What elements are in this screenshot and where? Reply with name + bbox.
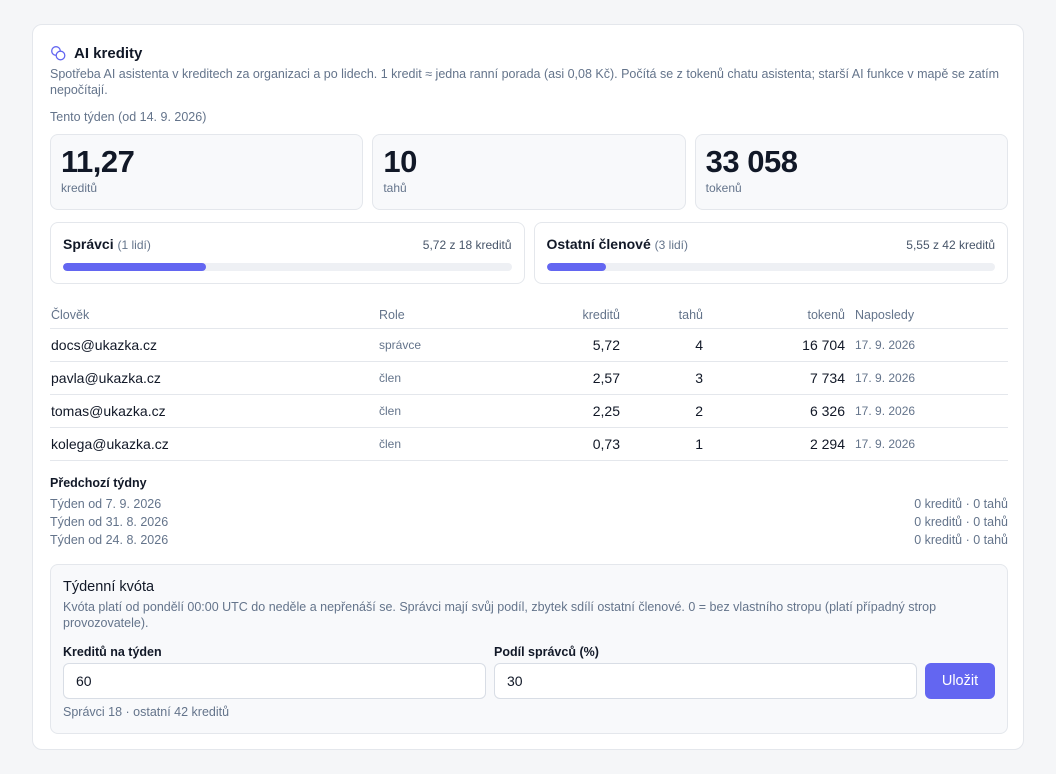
admin-share-input[interactable] [494,663,917,699]
cell-turns: 4 [621,328,704,362]
column-header-role: Role [378,302,478,329]
cell-person: pavla@ukazka.cz [50,361,378,395]
stat-value: 11,27 [61,144,135,179]
group-members: Ostatní členové (3 lidí) 5,55 z 42 kredi… [533,222,1008,284]
stat-turns: 10 tahů [372,134,686,210]
cell-last: 17. 9. 2026 [846,427,1008,461]
cell-last: 17. 9. 2026 [846,394,1008,428]
table-row: pavla@ukazka.cz člen 2,57 3 7 734 17. 9.… [50,361,1008,395]
table-header-row: Člověk Role kreditů tahů tokenů Naposled… [50,302,1008,329]
week-summary: 0 kreditů · 0 tahů [914,533,1008,547]
group-usage: 5,55 z 42 kreditů [906,238,995,252]
group-count: (1 lidí) [117,238,151,252]
cell-turns: 2 [621,394,704,428]
cell-credits: 5,72 [478,328,621,362]
cell-role: správce [378,328,478,362]
previous-weeks-list: Týden od 7. 9. 2026 0 kreditů · 0 tahů T… [50,495,1008,549]
cell-turns: 1 [621,427,704,461]
group-count: (3 lidí) [654,238,688,252]
page-title: AI kredity [74,44,143,62]
save-button[interactable]: Uložit [925,663,995,699]
list-item: Týden od 7. 9. 2026 0 kreditů · 0 tahů [50,495,1008,513]
column-header-turns: tahů [621,302,704,329]
coins-icon [50,45,66,61]
cell-person: kolega@ukazka.cz [50,427,378,461]
credits-per-week-input[interactable] [63,663,486,699]
current-week-label: Tento týden (od 14. 9. 2026) [50,110,207,124]
cell-last: 17. 9. 2026 [846,361,1008,395]
stat-tokens: 33 058 tokenů [694,134,1008,210]
week-label: Týden od 24. 8. 2026 [50,533,169,547]
usage-table: Člověk Role kreditů tahů tokenů Naposled… [50,302,1008,461]
cell-tokens: 6 326 [704,394,846,428]
week-label: Týden od 7. 9. 2026 [50,497,162,511]
week-summary: 0 kreditů · 0 tahů [914,515,1008,529]
quota-split-text: Správci 18 · ostatní 42 kreditů [63,705,230,719]
stat-credits: 11,27 kreditů [50,134,364,210]
cell-credits: 0,73 [478,427,621,461]
group-admins: Správci (1 lidí) 5,72 z 18 kreditů [50,222,525,284]
cell-role: člen [378,394,478,428]
list-item: Týden od 31. 8. 2026 0 kreditů · 0 tahů [50,513,1008,531]
usage-progress-fill [63,263,206,271]
cell-person: tomas@ukazka.cz [50,394,378,428]
cell-tokens: 16 704 [704,328,846,362]
cell-role: člen [378,361,478,395]
stat-value: 33 058 [705,144,798,179]
cell-credits: 2,57 [478,361,621,395]
group-name: Správci [63,236,114,252]
stats-row: 11,27 kreditů 10 tahů 33 058 tokenů [50,134,1008,210]
cell-last: 17. 9. 2026 [846,328,1008,362]
cell-tokens: 2 294 [704,427,846,461]
column-header-person: Člověk [50,302,378,329]
column-header-tokens: tokenů [704,302,846,329]
cell-tokens: 7 734 [704,361,846,395]
week-summary: 0 kreditů · 0 tahů [914,497,1008,511]
group-usage-row: Správci (1 lidí) 5,72 z 18 kreditů Ostat… [50,222,1008,284]
stat-value: 10 [383,144,417,179]
admin-share-label: Podíl správců (%) [494,645,599,659]
quota-description: Kvóta platí od pondělí 00:00 UTC do nedě… [63,600,937,630]
column-header-last: Naposledy [846,302,1008,329]
group-usage: 5,72 z 18 kreditů [422,238,512,252]
cell-turns: 3 [621,361,704,395]
group-name: Ostatní členové [546,236,651,252]
cell-credits: 2,25 [478,394,621,428]
previous-weeks-title: Předchozí týdny [50,476,147,490]
stat-label: tokenů [705,181,742,195]
page-description: Spotřeba AI asistenta v kreditech za org… [50,67,1000,97]
stat-label: kreditů [61,181,98,195]
usage-progress-bar [546,263,995,271]
usage-progress-fill [546,263,606,271]
stat-label: tahů [383,181,407,195]
title-row: AI kredity [50,43,142,63]
weekly-quota-panel: Týdenní kvóta Kvóta platí od pondělí 00:… [50,564,1008,734]
credits-per-week-label: Kreditů na týden [63,645,162,659]
table-row: tomas@ukazka.cz člen 2,25 2 6 326 17. 9.… [50,394,1008,428]
cell-person: docs@ukazka.cz [50,328,378,362]
quota-title: Týdenní kvóta [63,579,155,595]
cell-role: člen [378,427,478,461]
column-header-credits: kreditů [478,302,621,329]
usage-progress-bar [63,263,512,271]
ai-credits-card: AI kredity Spotřeba AI asistenta v kredi… [32,24,1024,750]
table-row: docs@ukazka.cz správce 5,72 4 16 704 17.… [50,328,1008,362]
table-row: kolega@ukazka.cz člen 0,73 1 2 294 17. 9… [50,427,1008,461]
week-label: Týden od 31. 8. 2026 [50,515,169,529]
list-item: Týden od 24. 8. 2026 0 kreditů · 0 tahů [50,531,1008,549]
